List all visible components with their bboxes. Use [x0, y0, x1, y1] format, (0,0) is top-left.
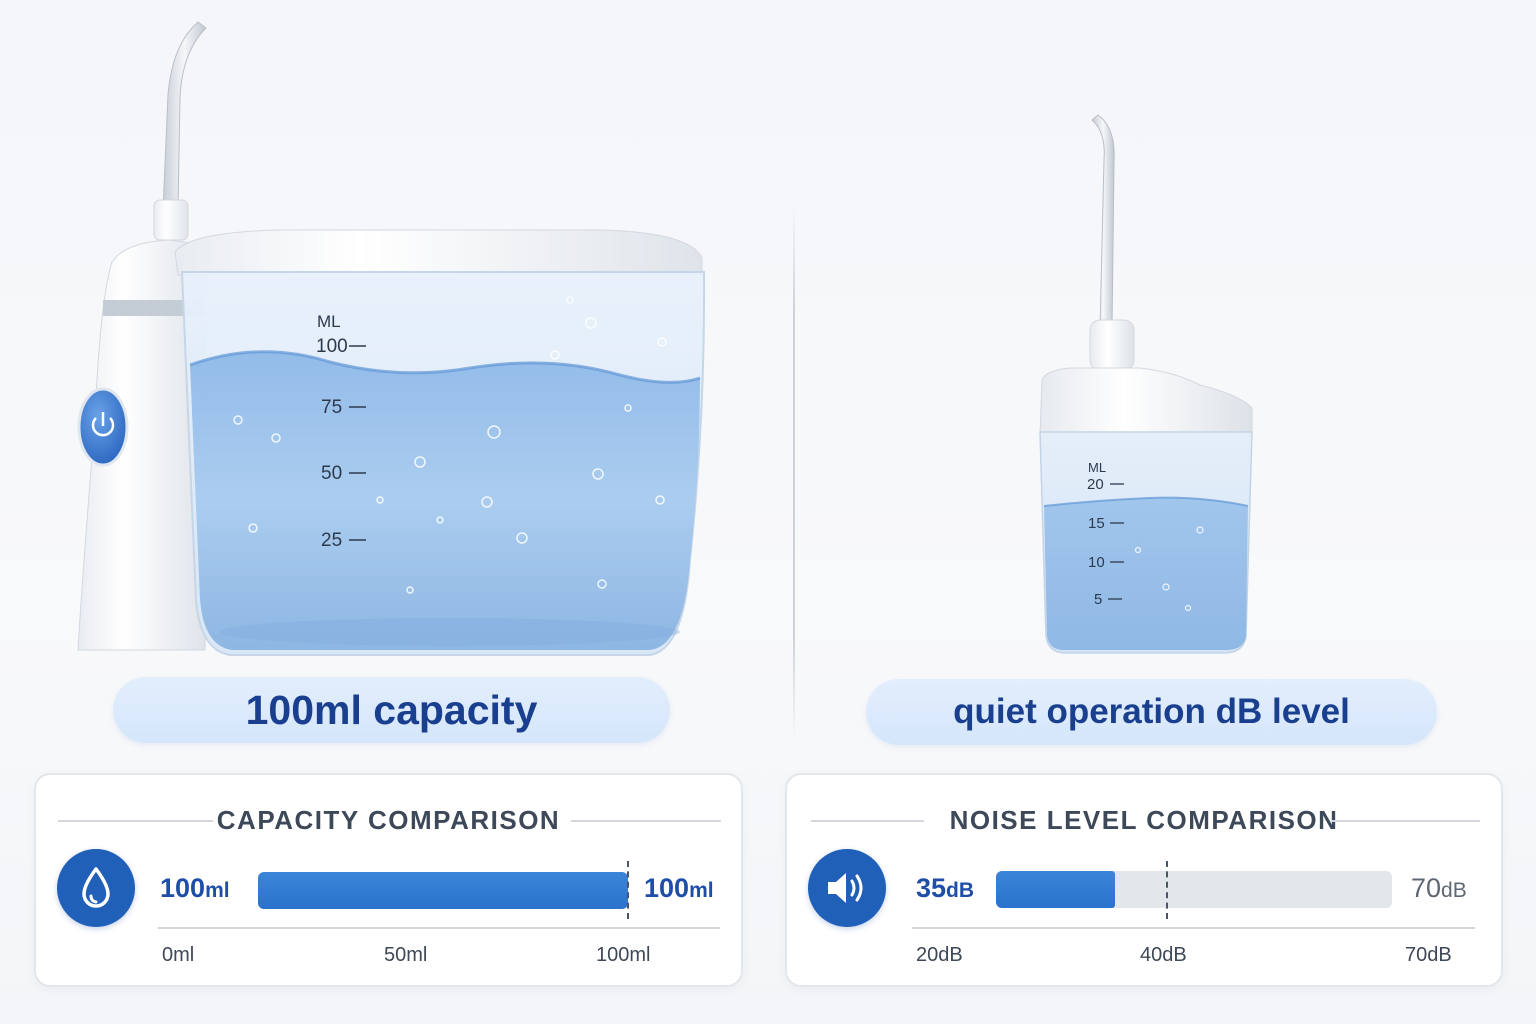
capacity-axis-line: [158, 927, 720, 929]
capacity-caption-text: 100ml capacity: [245, 686, 538, 733]
noise-comparison-card: NOISE LEVEL COMPARISON 35dB 70dB 20dB 40…: [785, 773, 1503, 987]
noise-axis-line: [912, 927, 1475, 929]
water-drop-icon: [57, 849, 135, 927]
noise-caption: quiet operation dB level: [866, 679, 1437, 745]
scale-unit-label: ML: [317, 312, 341, 331]
noise-caption-text: quiet operation dB level: [953, 692, 1350, 731]
noise-bar-fill: [996, 871, 1115, 908]
capacity-bar-track: [258, 872, 628, 909]
noise-axis-max: 70dB: [1405, 944, 1452, 966]
capacity-comparison-card: CAPACITY COMPARISON 100ml 100ml 0ml 50ml…: [34, 773, 743, 987]
scale-mark-25: 25: [321, 530, 342, 551]
scale-mark-75: 75: [321, 397, 342, 418]
small-scale-mark-5: 5: [1094, 591, 1102, 608]
compact-water-flosser-illustration: ML 20 15 10 5: [1039, 114, 1253, 654]
noise-left-unit: dB: [946, 879, 975, 902]
capacity-axis-max: 100ml: [596, 944, 651, 966]
noise-left-number: 35: [916, 873, 947, 903]
noise-right-number: 70: [1411, 873, 1442, 903]
capacity-card-title: CAPACITY COMPARISON: [216, 805, 561, 835]
scale-mark-100: 100: [316, 336, 348, 357]
capacity-bar-fill: [258, 872, 628, 909]
small-scale-mark-20: 20: [1087, 476, 1104, 493]
capacity-value-left: 100ml: [160, 873, 230, 904]
large-water-flosser-illustration: ML 100 75 50 25: [77, 21, 706, 656]
center-divider: [793, 205, 795, 740]
speaker-icon: [808, 849, 886, 927]
noise-axis-mid: 40dB: [1140, 944, 1187, 966]
small-scale-mark-15: 15: [1088, 515, 1105, 532]
scale-mark-50: 50: [321, 463, 342, 484]
capacity-axis-min: 0ml: [162, 944, 195, 966]
title-rule-left: [811, 820, 924, 822]
noise-right-unit: dB: [1441, 879, 1467, 902]
noise-40db-marker: [1166, 861, 1168, 919]
capacity-max-marker: [627, 861, 629, 919]
title-rule-left: [58, 820, 213, 822]
capacity-left-unit: ml: [205, 879, 230, 902]
noise-value-left: 35dB: [916, 873, 974, 904]
noise-value-right: 70dB: [1411, 873, 1467, 904]
title-rule-right: [1332, 820, 1480, 822]
noise-bar-track: [996, 871, 1392, 908]
capacity-right-number: 100: [644, 873, 690, 903]
power-button-icon: [77, 387, 129, 467]
capacity-value-right: 100ml: [644, 873, 714, 904]
capacity-axis-mid: 50ml: [384, 944, 428, 966]
small-scale-unit-label: ML: [1088, 460, 1106, 475]
small-scale-mark-10: 10: [1088, 554, 1105, 571]
capacity-right-unit: ml: [689, 879, 714, 902]
noise-card-title: NOISE LEVEL COMPARISON: [949, 805, 1339, 835]
noise-axis-min: 20dB: [916, 944, 963, 966]
title-rule-right: [571, 820, 721, 822]
capacity-left-number: 100: [160, 873, 206, 903]
capacity-caption: 100ml capacity: [113, 677, 670, 743]
